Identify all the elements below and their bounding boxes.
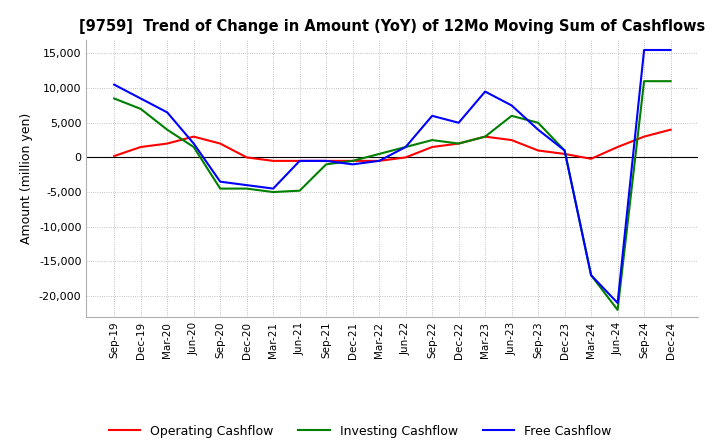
Free Cashflow	[269, 186, 277, 191]
Free Cashflow	[560, 148, 569, 153]
Free Cashflow	[401, 144, 410, 150]
Free Cashflow	[454, 120, 463, 125]
Line: Free Cashflow: Free Cashflow	[114, 50, 670, 303]
Operating Cashflow	[613, 144, 622, 150]
Free Cashflow	[163, 110, 171, 115]
Operating Cashflow	[269, 158, 277, 164]
Investing Cashflow	[587, 272, 595, 278]
Investing Cashflow	[322, 161, 330, 167]
Free Cashflow	[508, 103, 516, 108]
Operating Cashflow	[534, 148, 542, 153]
Investing Cashflow	[189, 144, 198, 150]
Investing Cashflow	[163, 127, 171, 132]
Investing Cashflow	[375, 151, 384, 157]
Operating Cashflow	[454, 141, 463, 146]
Operating Cashflow	[243, 155, 251, 160]
Operating Cashflow	[375, 158, 384, 164]
Investing Cashflow	[216, 186, 225, 191]
Operating Cashflow	[640, 134, 649, 139]
Operating Cashflow	[136, 144, 145, 150]
Investing Cashflow	[508, 113, 516, 118]
Operating Cashflow	[348, 158, 357, 164]
Title: [9759]  Trend of Change in Amount (YoY) of 12Mo Moving Sum of Cashflows: [9759] Trend of Change in Amount (YoY) o…	[79, 19, 706, 34]
Free Cashflow	[534, 127, 542, 132]
Free Cashflow	[613, 300, 622, 305]
Free Cashflow	[587, 272, 595, 278]
Free Cashflow	[481, 89, 490, 94]
Investing Cashflow	[534, 120, 542, 125]
Free Cashflow	[136, 96, 145, 101]
Operating Cashflow	[428, 144, 436, 150]
Operating Cashflow	[216, 141, 225, 146]
Free Cashflow	[216, 179, 225, 184]
Free Cashflow	[322, 158, 330, 164]
Free Cashflow	[189, 141, 198, 146]
Investing Cashflow	[295, 188, 304, 193]
Operating Cashflow	[189, 134, 198, 139]
Operating Cashflow	[295, 158, 304, 164]
Investing Cashflow	[243, 186, 251, 191]
Operating Cashflow	[666, 127, 675, 132]
Free Cashflow	[666, 48, 675, 53]
Free Cashflow	[243, 183, 251, 188]
Operating Cashflow	[560, 151, 569, 157]
Investing Cashflow	[481, 134, 490, 139]
Legend: Operating Cashflow, Investing Cashflow, Free Cashflow: Operating Cashflow, Investing Cashflow, …	[104, 420, 616, 440]
Operating Cashflow	[481, 134, 490, 139]
Investing Cashflow	[269, 189, 277, 194]
Investing Cashflow	[401, 144, 410, 150]
Investing Cashflow	[640, 78, 649, 84]
Investing Cashflow	[666, 78, 675, 84]
Operating Cashflow	[587, 156, 595, 161]
Operating Cashflow	[322, 158, 330, 164]
Operating Cashflow	[401, 155, 410, 160]
Investing Cashflow	[348, 158, 357, 164]
Operating Cashflow	[110, 154, 119, 159]
Free Cashflow	[295, 158, 304, 164]
Investing Cashflow	[428, 137, 436, 143]
Line: Operating Cashflow: Operating Cashflow	[114, 130, 670, 161]
Line: Investing Cashflow: Investing Cashflow	[114, 81, 670, 310]
Operating Cashflow	[508, 137, 516, 143]
Free Cashflow	[375, 158, 384, 164]
Free Cashflow	[428, 113, 436, 118]
Investing Cashflow	[454, 141, 463, 146]
Investing Cashflow	[110, 96, 119, 101]
Free Cashflow	[640, 48, 649, 53]
Investing Cashflow	[613, 307, 622, 312]
Investing Cashflow	[560, 148, 569, 153]
Investing Cashflow	[136, 106, 145, 111]
Free Cashflow	[110, 82, 119, 87]
Free Cashflow	[348, 161, 357, 167]
Y-axis label: Amount (million yen): Amount (million yen)	[20, 113, 33, 244]
Operating Cashflow	[163, 141, 171, 146]
